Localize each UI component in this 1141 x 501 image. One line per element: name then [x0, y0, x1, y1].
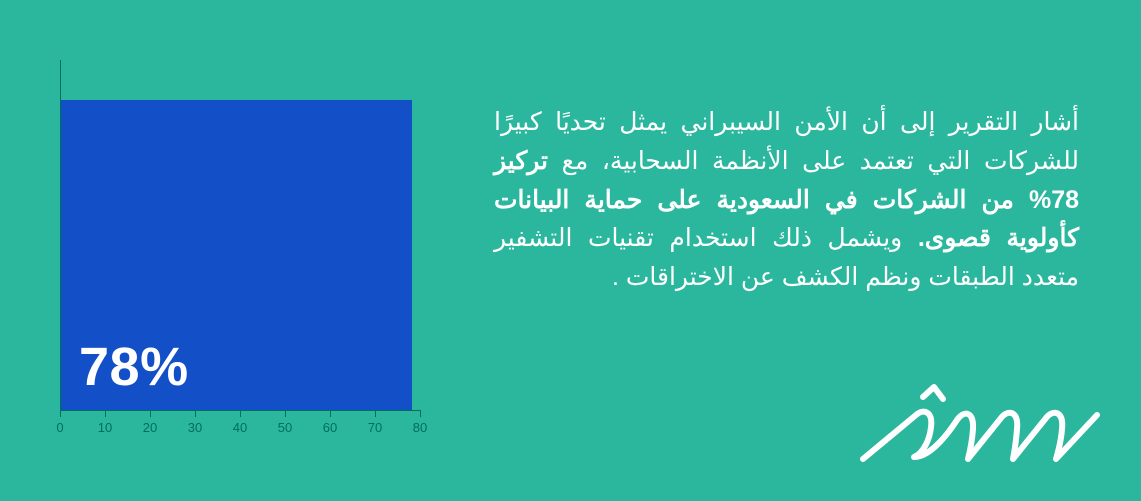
brand-logo-accent [923, 387, 943, 399]
x-tick-label: 80 [413, 420, 427, 435]
x-tick [60, 410, 61, 417]
x-tick [150, 410, 151, 417]
x-tick-label: 40 [233, 420, 247, 435]
brand-logo-path [863, 412, 1097, 459]
x-tick [375, 410, 376, 417]
x-tick [105, 410, 106, 417]
chart-bar: 78% [61, 100, 412, 410]
percentage-bar-chart: 78% 01020304050607080 [60, 60, 460, 460]
x-tick [195, 410, 196, 417]
x-tick [420, 410, 421, 417]
x-tick-label: 70 [368, 420, 382, 435]
x-tick [240, 410, 241, 417]
x-tick-label: 50 [278, 420, 292, 435]
chart-bar-label: 78% [79, 340, 189, 394]
brand-logo [861, 385, 1101, 475]
x-tick-label: 0 [56, 420, 63, 435]
x-tick-label: 10 [98, 420, 112, 435]
x-tick [330, 410, 331, 417]
x-tick-label: 20 [143, 420, 157, 435]
body-text: أشار التقرير إلى أن الأمن السيبراني يمثل… [494, 103, 1079, 297]
body-text-part1: أشار التقرير إلى أن الأمن السيبراني يمثل… [494, 108, 1079, 175]
x-tick-label: 30 [188, 420, 202, 435]
infographic-canvas: أشار التقرير إلى أن الأمن السيبراني يمثل… [0, 0, 1141, 501]
x-tick [285, 410, 286, 417]
chart-plot-area: 78% [60, 60, 421, 411]
brand-logo-svg [861, 385, 1101, 475]
x-tick-label: 60 [323, 420, 337, 435]
